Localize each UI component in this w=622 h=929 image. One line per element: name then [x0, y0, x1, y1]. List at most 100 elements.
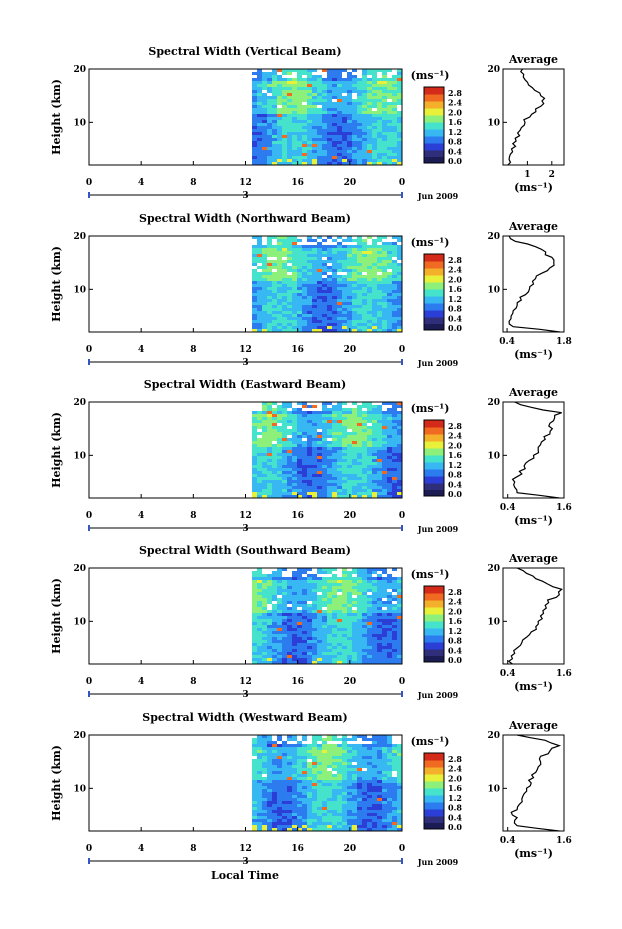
heatmap-cell: [362, 242, 367, 245]
heatmap-cell: [277, 616, 282, 619]
heatmap-cell: [327, 744, 332, 747]
heatmap-cell: [342, 411, 347, 414]
heatmap-cell: [292, 99, 297, 102]
heatmap-cell: [372, 245, 377, 248]
heatmap-cell: [377, 619, 382, 622]
heatmap-cell: [327, 326, 332, 329]
heatmap-cell: [322, 652, 327, 655]
heatmap-cell: [267, 147, 272, 150]
heatmap-cell: [352, 320, 357, 323]
colorbar-unit: (ms⁻¹): [411, 735, 450, 748]
heatmap-cell: [327, 456, 332, 459]
heatmap-cell: [352, 613, 357, 616]
heatmap-cell: [382, 619, 387, 622]
heatmap-cell: [252, 661, 257, 664]
heatmap-cell: [312, 87, 317, 90]
heatmap-cell: [347, 290, 352, 293]
heatmap-cell: [272, 278, 277, 281]
heatmap-cell: [287, 780, 292, 783]
heatmap-cell: [362, 323, 367, 326]
heatmap-cell: [287, 314, 292, 317]
heatmap-cell: [302, 483, 307, 486]
heatmap-cell: [387, 637, 392, 640]
heatmap-cell: [362, 263, 367, 266]
heatmap-cell: [392, 153, 397, 156]
heatmap-cell: [337, 471, 342, 474]
heatmap-cell: [357, 453, 362, 456]
heatmap-cell: [392, 293, 397, 296]
heatmap-cell: [282, 592, 287, 595]
heatmap-cell: [317, 459, 322, 462]
heatmap-cell: [252, 819, 257, 822]
x-tick-label: 12: [239, 844, 252, 854]
heatmap-cell: [367, 99, 372, 102]
heatmap-cell: [387, 750, 392, 753]
heatmap-cell: [257, 90, 262, 93]
heatmap-cell: [352, 159, 357, 162]
heatmap-cell: [337, 450, 342, 453]
heatmap-cell: [277, 649, 282, 652]
heatmap-cell: [347, 135, 352, 138]
heatmap-cell: [252, 495, 257, 498]
heatmap-cell: [382, 242, 387, 245]
heatmap-cell: [387, 822, 392, 825]
heatmap-cell: [377, 114, 382, 117]
heatmap-cell: [322, 323, 327, 326]
heatmap-cell: [302, 296, 307, 299]
heatmap-cell: [252, 655, 257, 658]
heatmap-cell: [277, 589, 282, 592]
heatmap-cell: [262, 290, 267, 293]
heatmap-cell: [347, 753, 352, 756]
heatmap-cell: [342, 583, 347, 586]
heatmap-cell: [292, 254, 297, 257]
heatmap-cell: [282, 311, 287, 314]
heatmap-cell: [357, 129, 362, 132]
average-x-tick-label: 2: [549, 170, 555, 180]
heatmap-cell: [382, 658, 387, 661]
heatmap-cell: [352, 138, 357, 141]
heatmap-cell: [352, 135, 357, 138]
heatmap-cell: [357, 423, 362, 426]
heatmap-cell: [342, 589, 347, 592]
heatmap-cell: [312, 471, 317, 474]
heatmap-cell: [337, 756, 342, 759]
heatmap-cell: [327, 489, 332, 492]
heatmap-cell: [267, 652, 272, 655]
heatmap-cell: [252, 801, 257, 804]
heatmap-cell: [327, 426, 332, 429]
colorbar-frame: [423, 585, 445, 663]
heatmap-cell: [382, 435, 387, 438]
heatmap-cell: [347, 786, 352, 789]
heatmap-cell: [327, 571, 332, 574]
heatmap-cell: [337, 308, 342, 311]
heatmap-cell: [367, 108, 372, 111]
heatmap-cell: [317, 123, 322, 126]
heatmap-cell: [307, 275, 312, 278]
heatmap-cell: [302, 459, 307, 462]
heatmap-cell: [307, 129, 312, 132]
heatmap-cell: [377, 601, 382, 604]
heatmap-cell: [287, 245, 292, 248]
heatmap-cell: [397, 828, 402, 831]
heatmap-cell: [352, 90, 357, 93]
heatmap-cell: [357, 640, 362, 643]
heatmap-cell: [317, 598, 322, 601]
heatmap-cell: [257, 607, 262, 610]
heatmap-cell: [257, 93, 262, 96]
heatmap-cell: [342, 753, 347, 756]
heatmap-cell: [372, 296, 377, 299]
heatmap-cell: [272, 329, 277, 332]
heatmap-cell: [262, 263, 267, 266]
heatmap-cell: [362, 616, 367, 619]
heatmap-cell: [342, 84, 347, 87]
heatmap-cell: [332, 780, 337, 783]
heatmap-cell: [282, 278, 287, 281]
heatmap-cell: [307, 435, 312, 438]
heatmap-cell: [302, 147, 307, 150]
heatmap-cell: [392, 759, 397, 762]
heatmap-cell: [282, 408, 287, 411]
heatmap-cell: [302, 489, 307, 492]
heatmap-cell: [307, 474, 312, 477]
heatmap-cell: [332, 634, 337, 637]
heatmap-cell: [272, 492, 277, 495]
